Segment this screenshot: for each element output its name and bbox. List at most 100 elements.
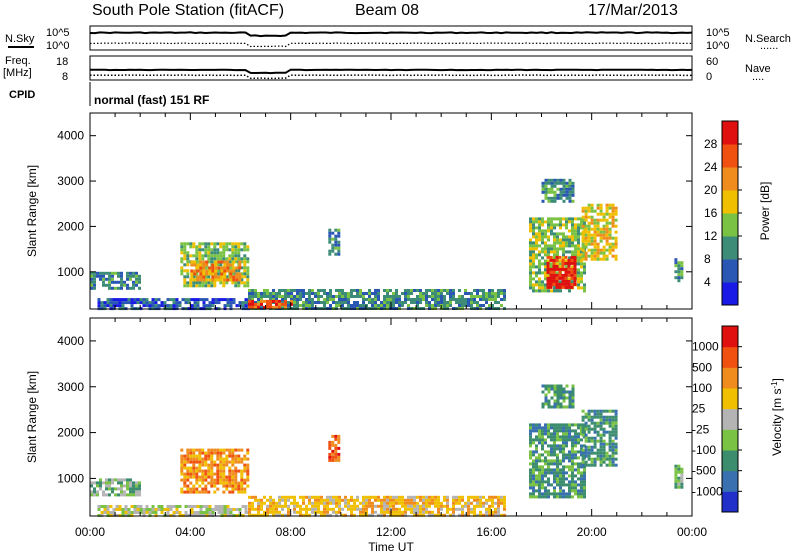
velocity-cell [205, 511, 209, 514]
velocity-cell [584, 415, 588, 419]
velocity-cell [219, 448, 223, 452]
velocity-cell [581, 409, 585, 413]
velocity-cell [556, 471, 559, 475]
velocity-cell [599, 433, 603, 437]
velocity-cell [135, 493, 138, 497]
velocity-cell [189, 454, 193, 458]
velocity-cell [331, 455, 335, 459]
velocity-cell [553, 405, 557, 409]
power-cell [237, 257, 241, 261]
power-cell [559, 196, 563, 200]
power-cell [552, 282, 556, 286]
velocity-cell [234, 460, 238, 464]
power-cell [189, 278, 193, 282]
power-cell [550, 187, 554, 191]
velocity-cell [577, 471, 580, 475]
power-cell [269, 302, 272, 306]
velocity-cell [599, 436, 603, 440]
velocity-cell [121, 508, 125, 511]
velocity-cell [553, 429, 556, 433]
power-cell [317, 298, 320, 301]
velocity-cell [449, 513, 452, 517]
power-cell [541, 286, 544, 290]
velocity-cell [571, 435, 574, 439]
power-cell [538, 280, 541, 284]
power-cell [500, 289, 503, 292]
velocity-cell [562, 450, 565, 454]
power-cell [587, 206, 591, 210]
velocity-cell [234, 478, 238, 482]
velocity-cell [556, 435, 559, 439]
velocity-cell [584, 448, 588, 452]
power-cell [532, 283, 535, 287]
power-cell [562, 253, 565, 257]
date-label: 17/Mar/2013 [588, 2, 678, 19]
velocity-cell [538, 471, 541, 475]
power-cell [337, 231, 341, 235]
power-cell [117, 274, 120, 278]
velocity-cell [195, 487, 199, 491]
power-cell [108, 283, 111, 287]
velocity-cell [380, 501, 383, 505]
velocity-cell [434, 513, 437, 517]
velocity-cell [193, 511, 197, 514]
power-cell [266, 289, 269, 292]
power-cell [223, 272, 227, 276]
power-cell [334, 228, 338, 232]
power-cell [214, 266, 218, 270]
velocity-colorbar-swatch [722, 367, 738, 389]
power-cell [559, 244, 562, 248]
power-cell [559, 262, 562, 266]
power-cell [547, 187, 551, 191]
velocity-cell [190, 505, 194, 508]
power-cell [565, 235, 568, 239]
power-cell [193, 298, 197, 302]
power-cell [231, 245, 235, 249]
velocity-cell [237, 469, 241, 473]
velocity-cell [222, 490, 226, 494]
power-cell [605, 206, 609, 210]
velocity-cell [587, 451, 591, 455]
power-cell [135, 274, 138, 278]
power-cell [437, 292, 440, 295]
power-cell [202, 275, 206, 279]
power-cell [574, 229, 577, 233]
power-cell [580, 217, 583, 221]
power-cell [550, 220, 553, 224]
power-cell [553, 181, 557, 185]
power-cell [562, 247, 565, 251]
power-cell [553, 250, 556, 254]
power-cell [544, 277, 547, 281]
power-cell [202, 269, 206, 273]
velocity-cell [117, 493, 120, 497]
power-cell [359, 295, 362, 298]
velocity-cell [219, 472, 223, 476]
velocity-cell [102, 493, 105, 497]
velocity-cell [222, 457, 226, 461]
velocity-cell [482, 513, 485, 517]
power-cell [404, 301, 407, 304]
power-cell [559, 289, 562, 293]
velocity-cell [556, 468, 559, 472]
power-cell [503, 298, 506, 301]
power-cell [562, 223, 565, 227]
velocity-cell [216, 454, 220, 458]
velocity-cell [407, 501, 410, 505]
velocity-cell [413, 501, 416, 505]
velocity-cell [201, 448, 205, 452]
velocity-cell [568, 465, 571, 469]
power-cell [529, 262, 532, 266]
velocity-cell [611, 439, 615, 443]
power-cell [541, 238, 544, 242]
velocity-cell [428, 504, 431, 508]
power-cell [467, 292, 470, 295]
power-cell [547, 274, 550, 278]
power-cell [228, 242, 232, 246]
velocity-cell [614, 433, 618, 437]
power-cell [593, 242, 597, 246]
power-cell [573, 258, 577, 262]
velocity-cell [96, 490, 99, 494]
velocity-cell [410, 501, 413, 505]
power-cell [538, 220, 541, 224]
velocity-cell [479, 498, 482, 502]
